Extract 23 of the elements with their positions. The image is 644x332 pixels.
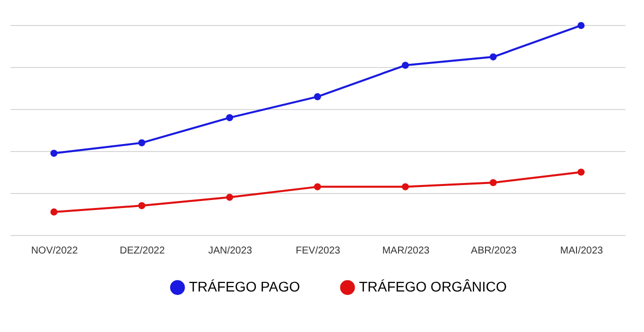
point <box>402 62 409 69</box>
x-tick-label: DEZ/2022 <box>120 246 166 256</box>
legend-label: TRÁFEGO ORGÂNICO <box>359 278 507 295</box>
x-tick-label: ABR/2023 <box>470 246 517 256</box>
point <box>138 202 146 210</box>
point <box>578 168 585 176</box>
x-tick-label: FEV/2023 <box>296 246 341 256</box>
point <box>50 208 58 216</box>
point <box>578 22 585 30</box>
legend-label: TRÁFEGO PAGO <box>189 278 300 295</box>
point <box>226 194 234 201</box>
point <box>226 114 234 122</box>
x-tick-label: MAR/2023 <box>382 246 430 256</box>
point <box>138 139 146 146</box>
x-tick-label: JAN/2023 <box>208 246 253 256</box>
point <box>314 183 322 190</box>
point <box>402 183 409 190</box>
x-tick-label: MAI/2023 <box>560 246 604 256</box>
point <box>490 53 497 60</box>
point <box>490 179 497 186</box>
point <box>50 150 58 157</box>
point <box>314 93 322 100</box>
x-tick-label: NOV/2022 <box>31 246 78 256</box>
